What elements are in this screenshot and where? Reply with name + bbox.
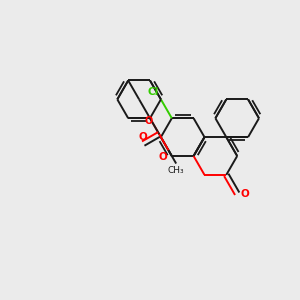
Text: CH₃: CH₃ [168, 166, 184, 175]
Text: O: O [145, 116, 153, 126]
Text: O: O [241, 189, 249, 199]
Text: O: O [139, 132, 148, 142]
Text: Cl: Cl [148, 87, 159, 98]
Text: O: O [158, 152, 167, 162]
